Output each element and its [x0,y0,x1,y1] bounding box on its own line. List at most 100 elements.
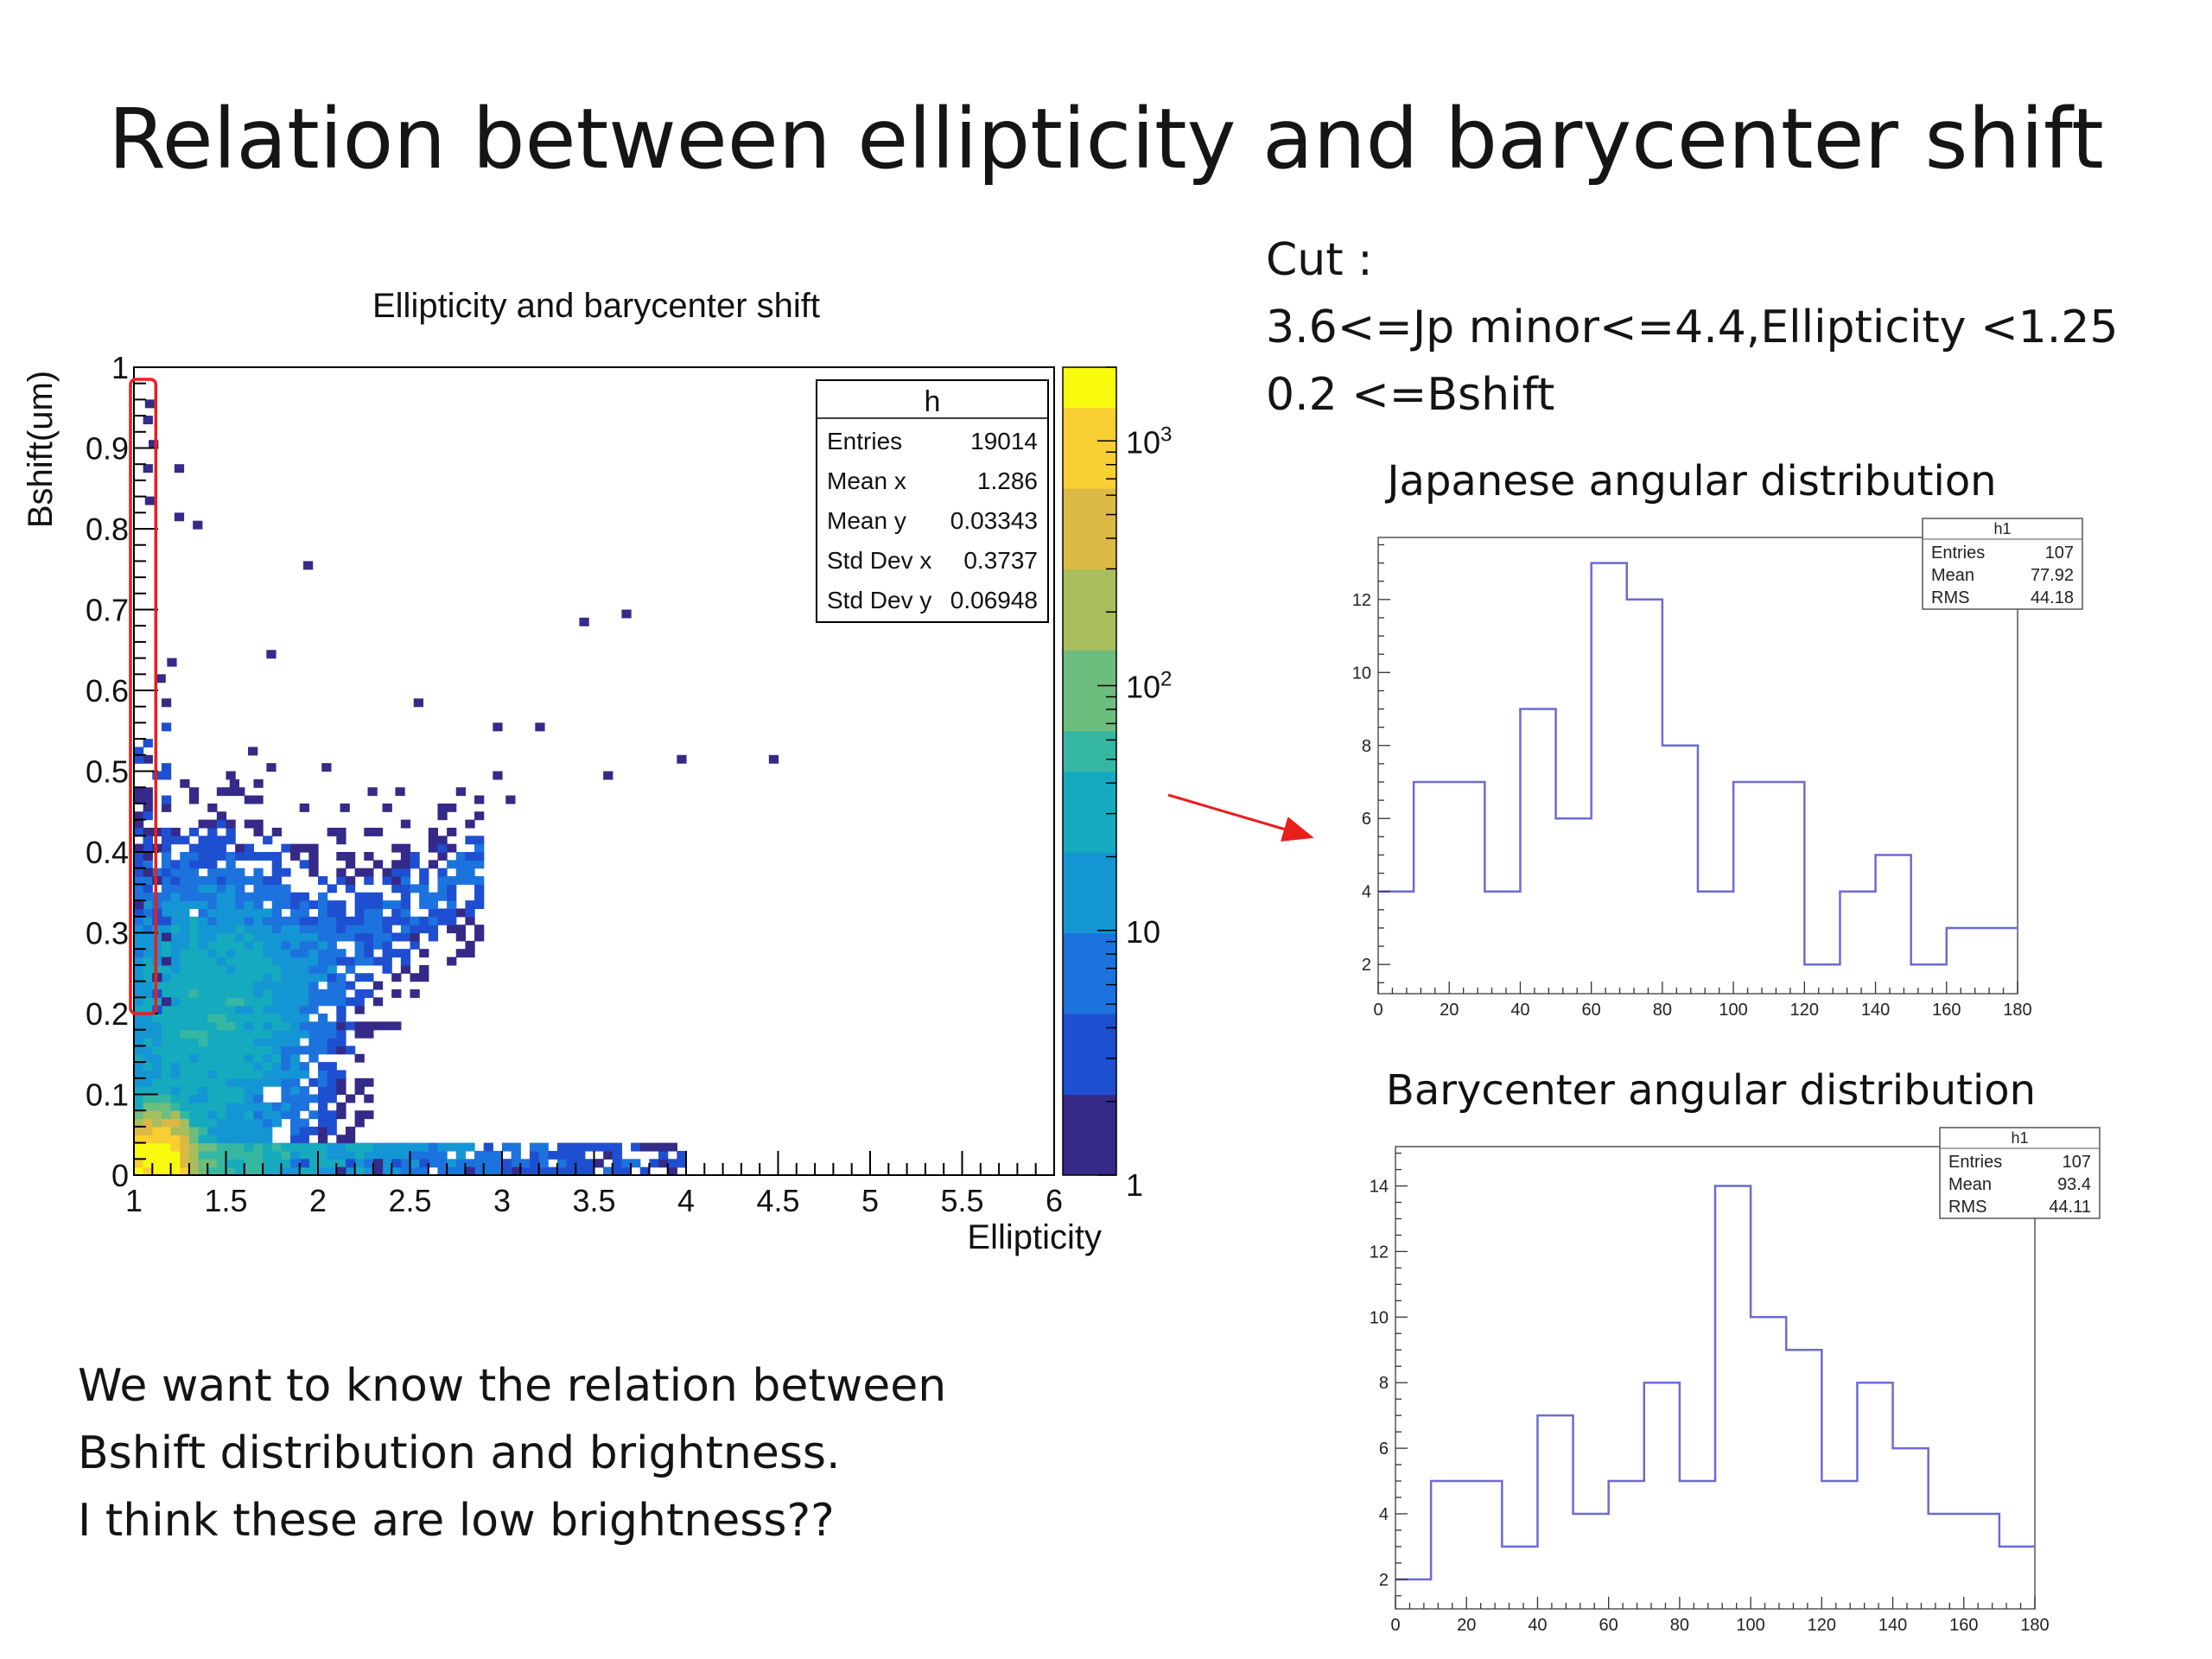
heatmap-cell [226,925,236,934]
heatmap-cell [235,1102,245,1111]
histogram-stats-label: RMS [1931,588,1969,607]
heatmap-cell [152,1046,162,1055]
heatmap-cell [216,1159,227,1168]
heatmap-cell [134,1126,144,1135]
histogram-x-tick-label: 140 [1861,1001,1890,1020]
heatmap-cell [364,1110,374,1120]
heatmap-cell [327,957,337,966]
heatmap-cell [170,1062,181,1071]
heatmap-cell [207,1046,218,1055]
heatmap-cell [382,1142,392,1152]
heatmap-cell [161,973,172,982]
heatmap-cell [188,787,200,797]
heatmap-cell [152,1077,162,1087]
heatmap-cell [281,973,291,982]
heatmap-cell [188,957,200,966]
heatmap-cell [367,787,378,797]
stats-value: 0.06948 [950,587,1038,613]
heatmap-cell [207,1014,218,1022]
heatmap-y-tick-label: 0.1 [86,1077,129,1113]
heatmap-cell [382,1159,392,1168]
heatmap-cell [216,892,227,901]
heatmap-cell [299,900,309,910]
heatmap-cell [502,1166,512,1176]
heatmap-cell [364,1166,374,1176]
heatmap-cell [226,1142,236,1152]
heatmap-cell [281,1029,291,1039]
heatmap-cell [372,1150,384,1160]
heatmap-cell [428,900,439,910]
heatmap-cell [161,1110,172,1120]
heatmap-cell [253,925,264,934]
heatmap-cell [180,852,190,861]
heatmap-cell [299,916,309,925]
heatmap-cell [134,852,144,861]
heatmap-cell [244,1029,255,1039]
heatmap-cell [198,981,208,990]
heatmap-cell [188,1094,200,1103]
heatmap-cell [271,1166,282,1176]
heatmap-cell [226,771,236,780]
heatmap-cell [327,949,337,958]
heatmap-cell [216,964,227,974]
heatmap-cell [207,819,218,829]
heatmap-cell [263,1135,273,1144]
heatmap-cell [419,973,429,982]
heatmap-cell [134,1086,144,1096]
heatmap-cell [180,1086,190,1096]
histogram-stats-label: Mean [1948,1175,1992,1194]
heatmap-cell [216,949,227,958]
heatmap-cell [318,1135,328,1144]
heatmap-cell [226,860,236,869]
heatmap-cell [271,940,282,950]
heatmap-cell [345,1046,356,1055]
colorbar-segment [1063,973,1116,1014]
heatmap-cell [447,860,457,869]
heatmap-cell [161,876,172,885]
heatmap-cell [180,1094,190,1103]
heatmap-cell [281,957,291,966]
heatmap-cell [253,1038,264,1046]
heatmap-x-tick-label: 3 [493,1183,511,1218]
heatmap-cell [603,1166,613,1176]
heatmap-cell [354,1159,365,1168]
heatmap-cell [226,1159,236,1168]
heatmap-cell [170,981,181,990]
heatmap-cell [134,1102,144,1111]
heatmap-cell [667,1142,677,1152]
heatmap-cell [538,1159,549,1168]
heatmap-cell [318,1038,328,1046]
histogram-x-tick-label: 120 [1808,1616,1836,1635]
heatmap-cell [161,771,172,780]
heatmap-cell [253,779,264,788]
histogram-stats-value: 44.18 [2031,588,2074,607]
heatmap-cell [161,852,172,861]
heatmap-cell [437,916,448,925]
slide-title: Relation between ellipticity and barycen… [108,91,2104,188]
heatmap-cell [299,1029,309,1039]
heatmap-cell [143,884,153,893]
heatmap-cell [244,908,255,918]
heatmap-cell [465,949,475,958]
heatmap-cell [180,1142,190,1152]
heatmap-cell [483,1150,493,1160]
heatmap-cell [143,860,153,869]
heatmap-cell [318,1014,328,1022]
heatmap-cell [483,1142,493,1152]
colorbar-segment [1063,609,1116,651]
heatmap-cell [143,1086,153,1096]
heatmap-cell [419,949,429,958]
heatmap-cell [263,1053,273,1063]
heatmap-cell [474,925,485,934]
heatmap-cell [281,925,291,934]
heatmap-cell [336,1086,346,1096]
heatmap-cell [474,795,485,804]
heatmap-cell [235,1135,245,1144]
heatmap-cell [327,884,337,893]
heatmap-cell [327,973,337,982]
heatmap-cell [639,1166,650,1176]
heatmap-cell [290,940,301,950]
heatmap-cell [299,964,309,974]
heatmap-cell [188,981,200,990]
heatmap-cell [180,1126,190,1135]
